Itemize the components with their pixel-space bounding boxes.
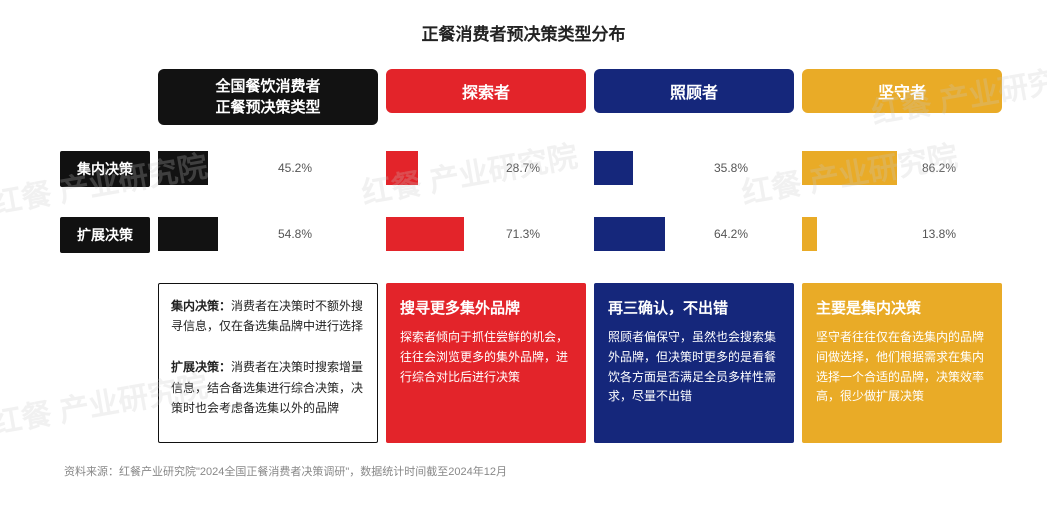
desc-explorer-body: 探索者倾向于抓住尝鲜的机会，往往会浏览更多的集外品牌，进行综合对比后进行决策 <box>400 328 572 387</box>
bar-value-explorer-extend: 71.3% <box>506 227 540 241</box>
def-inset-term: 集内决策： <box>171 299 231 313</box>
col-header-caretaker: 照顾者 <box>594 69 794 113</box>
bar-loyalist-extend: 13.8% <box>802 217 1002 251</box>
bar-value-loyalist-extend: 13.8% <box>922 227 956 241</box>
desc-caretaker-body: 照顾者偏保守，虽然也会搜索集外品牌，但决策时更多的是看餐饮各方面是否满足全员多样… <box>608 328 780 407</box>
row-label-extend: 扩展决策 <box>60 217 150 253</box>
desc-caretaker-title: 再三确认，不出错 <box>608 297 780 318</box>
desc-loyalist-body: 坚守者往往仅在备选集内的品牌间做选择，他们根据需求在集内选择一个合适的品牌，决策… <box>816 328 988 407</box>
bar-value-explorer-inset: 28.7% <box>506 161 540 175</box>
chart-title: 正餐消费者预决策类型分布 <box>60 20 987 45</box>
chart-grid: 全国餐饮消费者 正餐预决策类型 探索者 照顾者 坚守者 集内决策 45.2% 2… <box>60 69 987 443</box>
bar-value-caretaker-extend: 64.2% <box>714 227 748 241</box>
col-header-all-line1: 全国餐饮消费者 <box>215 78 320 95</box>
footnote: 资料来源：红餐产业研究院"2024全国正餐消费者决策调研"，数据统计时间截至20… <box>60 463 987 479</box>
bar-all-extend: 54.8% <box>158 217 378 251</box>
bar-caretaker-inset: 35.8% <box>594 151 794 185</box>
bar-caretaker-extend: 64.2% <box>594 217 794 251</box>
bar-value-all-extend: 54.8% <box>278 227 312 241</box>
bar-loyalist-inset: 86.2% <box>802 151 1002 185</box>
bar-value-loyalist-inset: 86.2% <box>922 161 956 175</box>
bar-all-inset: 45.2% <box>158 151 378 185</box>
bar-explorer-inset: 28.7% <box>386 151 586 185</box>
bar-explorer-extend: 71.3% <box>386 217 586 251</box>
def-extend-term: 扩展决策： <box>171 360 231 374</box>
col-header-all: 全国餐饮消费者 正餐预决策类型 <box>158 69 378 125</box>
desc-explorer: 搜寻更多集外品牌 探索者倾向于抓住尝鲜的机会，往往会浏览更多的集外品牌，进行综合… <box>386 283 586 443</box>
desc-loyalist-title: 主要是集内决策 <box>816 297 988 318</box>
col-header-loyalist: 坚守者 <box>802 69 1002 113</box>
bar-value-all-inset: 45.2% <box>278 161 312 175</box>
definitions-box: 集内决策：消费者在决策时不额外搜寻信息，仅在备选集品牌中进行选择 扩展决策：消费… <box>158 283 378 443</box>
bar-value-caretaker-inset: 35.8% <box>714 161 748 175</box>
desc-loyalist: 主要是集内决策 坚守者往往仅在备选集内的品牌间做选择，他们根据需求在集内选择一个… <box>802 283 1002 443</box>
desc-explorer-title: 搜寻更多集外品牌 <box>400 297 572 318</box>
col-header-all-line2: 正餐预决策类型 <box>215 99 320 116</box>
col-header-explorer: 探索者 <box>386 69 586 113</box>
row-label-inset: 集内决策 <box>60 151 150 187</box>
desc-caretaker: 再三确认，不出错 照顾者偏保守，虽然也会搜索集外品牌，但决策时更多的是看餐饮各方… <box>594 283 794 443</box>
